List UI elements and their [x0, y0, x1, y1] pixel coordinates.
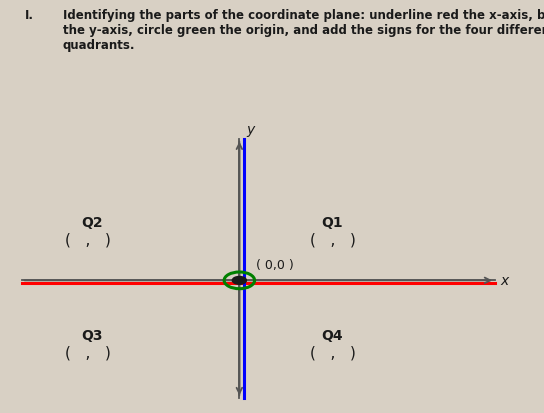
Text: (   ,   ): ( , ) [310, 232, 356, 247]
Text: (   ,   ): ( , ) [310, 344, 356, 360]
Text: Q2: Q2 [82, 216, 103, 230]
Text: x: x [500, 273, 509, 287]
Text: Identifying the parts of the coordinate plane: underline red the x-axis, blue
th: Identifying the parts of the coordinate … [63, 9, 544, 52]
Text: I.: I. [24, 9, 34, 22]
Text: Q3: Q3 [82, 329, 103, 343]
Text: (   ,   ): ( , ) [65, 344, 111, 360]
Circle shape [232, 277, 246, 285]
Text: Q4: Q4 [321, 329, 343, 343]
Text: ( 0,0 ): ( 0,0 ) [256, 259, 293, 272]
Text: Q1: Q1 [321, 216, 343, 230]
Text: (   ,   ): ( , ) [65, 232, 111, 247]
Text: y: y [246, 123, 254, 137]
